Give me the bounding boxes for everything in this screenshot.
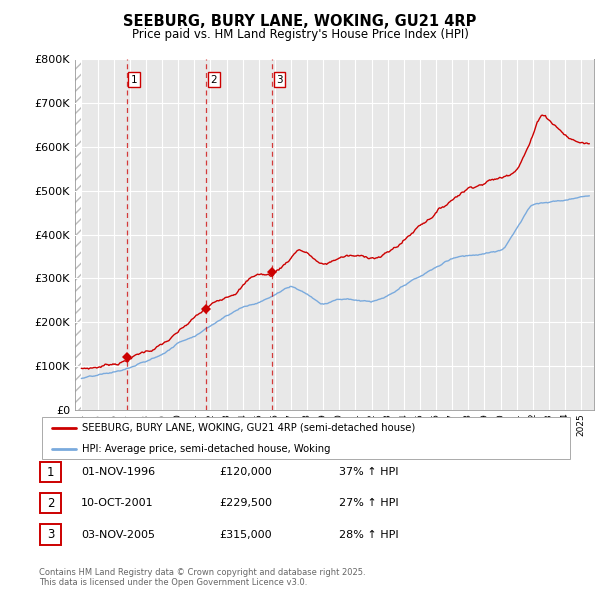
FancyBboxPatch shape bbox=[40, 462, 61, 482]
Text: 1: 1 bbox=[131, 75, 138, 85]
Text: SEEBURG, BURY LANE, WOKING, GU21 4RP (semi-detached house): SEEBURG, BURY LANE, WOKING, GU21 4RP (se… bbox=[82, 422, 415, 432]
Bar bbox=[75, 59, 82, 410]
Text: 3: 3 bbox=[276, 75, 283, 85]
Text: 27% ↑ HPI: 27% ↑ HPI bbox=[339, 499, 398, 508]
Text: 01-NOV-1996: 01-NOV-1996 bbox=[81, 467, 155, 477]
Text: Contains HM Land Registry data © Crown copyright and database right 2025.: Contains HM Land Registry data © Crown c… bbox=[39, 568, 365, 577]
Text: 10-OCT-2001: 10-OCT-2001 bbox=[81, 499, 154, 508]
Text: 03-NOV-2005: 03-NOV-2005 bbox=[81, 530, 155, 539]
Text: 28% ↑ HPI: 28% ↑ HPI bbox=[339, 530, 398, 539]
Text: £315,000: £315,000 bbox=[219, 530, 272, 539]
FancyBboxPatch shape bbox=[40, 525, 61, 545]
Text: £229,500: £229,500 bbox=[219, 499, 272, 508]
Text: Price paid vs. HM Land Registry's House Price Index (HPI): Price paid vs. HM Land Registry's House … bbox=[131, 28, 469, 41]
FancyBboxPatch shape bbox=[42, 417, 570, 459]
Text: 37% ↑ HPI: 37% ↑ HPI bbox=[339, 467, 398, 477]
Text: 3: 3 bbox=[47, 528, 54, 541]
Text: 2: 2 bbox=[211, 75, 217, 85]
Text: £120,000: £120,000 bbox=[219, 467, 272, 477]
Text: SEEBURG, BURY LANE, WOKING, GU21 4RP: SEEBURG, BURY LANE, WOKING, GU21 4RP bbox=[124, 14, 476, 30]
Text: HPI: Average price, semi-detached house, Woking: HPI: Average price, semi-detached house,… bbox=[82, 444, 330, 454]
Bar bbox=[75, 59, 82, 410]
FancyBboxPatch shape bbox=[40, 493, 61, 513]
Text: 2: 2 bbox=[47, 497, 54, 510]
Text: 1: 1 bbox=[47, 466, 54, 478]
Text: This data is licensed under the Open Government Licence v3.0.: This data is licensed under the Open Gov… bbox=[39, 578, 307, 587]
